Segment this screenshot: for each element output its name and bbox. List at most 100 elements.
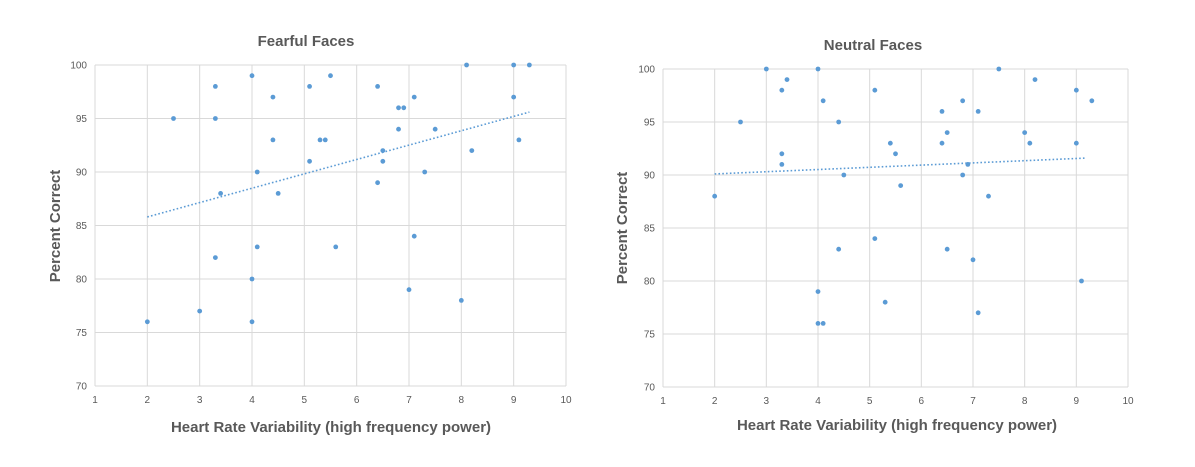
data-point [197,308,203,314]
data-point [432,126,438,132]
x-tick-label: 5 [302,395,308,406]
data-point [836,246,842,252]
data-point [307,158,312,164]
data-point [322,137,328,143]
data-point [401,105,407,111]
data-point [779,87,785,93]
y-axis-label: Percent Correct [614,172,631,285]
data-point [254,244,260,250]
x-tick-label: 1 [92,395,98,406]
data-point [893,151,898,157]
data-point [784,77,790,82]
x-tick-label: 9 [1074,396,1080,407]
data-point [458,298,464,303]
y-tick-label: 95 [76,114,88,125]
y-axis-label: Percent Correct [47,170,64,283]
data-point [815,66,821,72]
data-point [1073,87,1079,93]
data-point [939,140,945,146]
data-point [970,257,976,263]
data-point [1032,77,1038,82]
data-point [464,62,469,68]
data-point [380,148,386,154]
fearful-faces-svg: Fearful Faces 70 75 80 85 90 95 100 1 2 3 4 5 6 7 8 9 10… [47,33,572,436]
x-tick-label: 5 [867,396,873,407]
data-point [872,87,878,93]
data-point [396,126,401,132]
data-point [396,105,401,111]
data-point [1027,140,1033,146]
data-point [960,172,966,178]
data-point [960,98,966,104]
data-point [411,94,417,100]
x-tick-label: 4 [249,395,255,406]
data-point [218,191,224,196]
data-point [317,137,323,143]
data-point [882,299,888,305]
data-point [411,233,417,239]
x-tick-label: 3 [764,396,770,407]
neutral-faces-chart: Neutral Faces 70 75 80 85 90 95 100 1 2 3 4 5 6 7 8 9 10… [597,0,1195,467]
data-point [526,62,532,68]
data-point [516,137,522,143]
x-tick-label: 1 [660,396,666,407]
x-tick-label: 8 [1022,396,1028,407]
y-tick-label: 70 [76,382,88,393]
neutral-faces-svg: Neutral Faces 70 75 80 85 90 95 100 1 2 3 4 5 6 7 8 9 10… [614,37,1134,434]
data-point [815,289,821,294]
x-tick-label: 2 [712,396,718,407]
data-point [212,84,218,89]
data-point [779,151,785,157]
data-point [975,109,981,114]
data-point [406,287,412,293]
data-point [375,84,380,89]
data-point [328,73,333,79]
x-tick-label: 10 [560,395,572,406]
data-point [872,236,878,242]
data-point [965,162,971,167]
y-tick-label: 90 [76,168,88,179]
y-tick-label: 80 [76,275,88,286]
data-point [939,109,945,114]
data-point [275,191,281,196]
y-tick-label: 85 [76,221,88,232]
trendline [714,157,1087,175]
data-point [836,119,842,125]
y-tick-label: 85 [644,224,656,235]
data-point [270,94,276,100]
chart-title: Neutral Faces [824,37,922,54]
trendline [147,111,530,218]
y-tick-label: 80 [644,277,656,288]
x-tick-label: 6 [354,395,360,406]
data-point [887,140,893,146]
data-point [212,116,218,121]
y-tick-label: 90 [644,171,656,182]
y-tick-label: 70 [644,383,656,394]
data-point [1022,130,1028,136]
data-point [307,84,312,89]
data-point [511,62,517,68]
y-tick-label: 95 [644,118,656,129]
data-point [763,66,769,72]
y-tick-label: 100 [638,65,655,76]
data-point [469,148,475,154]
data-point [171,116,176,121]
x-tick-label: 2 [145,395,151,406]
y-tick-label: 75 [76,328,88,339]
data-point [380,158,386,164]
x-tick-label: 7 [406,395,412,406]
data-point [944,130,950,136]
x-axis-label: Heart Rate Variability (high frequency p… [171,419,491,436]
chart-title: Fearful Faces [258,33,355,50]
data-point [996,66,1002,72]
x-tick-label: 4 [815,396,821,407]
data-point [738,119,743,125]
data-point [986,193,991,199]
data-point [712,193,718,199]
data-point [249,73,255,79]
data-point [820,98,826,104]
data-point [270,137,276,143]
data-point [815,321,821,326]
data-point [1079,278,1084,284]
data-point [511,94,517,100]
